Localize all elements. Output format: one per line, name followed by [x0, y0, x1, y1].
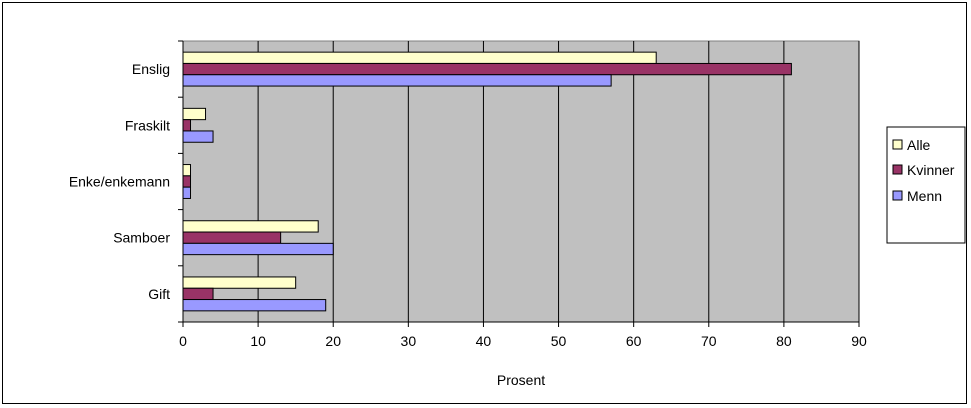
legend-swatch-menn [892, 190, 903, 201]
axes [178, 40, 860, 327]
category-labels: Gift Samboer Enke/enkemann Fraskilt Enslig [69, 61, 171, 302]
bar-alle-samboer [182, 220, 319, 233]
bar-kvinner-fraskilt [182, 119, 192, 132]
bar-kvinner-samboer [182, 231, 282, 244]
gridlines [257, 41, 860, 322]
x-tick-label: 10 [250, 333, 266, 349]
bar-menn-samboer [182, 242, 334, 256]
category-label: Samboer [113, 230, 170, 246]
bar-menn-fraskilt [182, 130, 214, 143]
x-tick-label: 80 [776, 333, 792, 349]
bar-menn-enslig [182, 74, 612, 87]
x-tick-label: 60 [626, 333, 642, 349]
plot-area [182, 40, 860, 323]
legend-label-kvinner: Kvinner [907, 162, 955, 178]
legend-items: Alle Kvinner Menn [892, 137, 955, 204]
bar-alle-gift [182, 276, 297, 289]
x-tick-label: 20 [325, 333, 341, 349]
x-tick-label: 70 [701, 333, 717, 349]
category-label: Enke/enkemann [69, 174, 170, 190]
legend-label-alle: Alle [907, 137, 931, 153]
category-label: Gift [148, 286, 170, 302]
legend: Alle Kvinner Menn [886, 126, 966, 244]
x-tick-labels: 0 10 20 30 40 50 60 70 80 90 [179, 333, 867, 349]
bar-kvinner-enke-enkemann [182, 175, 192, 188]
x-tick-label: 50 [551, 333, 567, 349]
bar-menn-enke-enkemann [182, 186, 192, 199]
x-tick-label: 0 [179, 333, 187, 349]
bars [182, 51, 792, 312]
category-label: Enslig [132, 61, 170, 77]
bar-kvinner-gift [182, 287, 214, 301]
bar-alle-enslig [182, 51, 657, 64]
x-tick-label: 30 [401, 333, 417, 349]
bar-menn-gift [182, 299, 327, 312]
legend-swatch-kvinner [892, 164, 903, 175]
category-label: Fraskilt [125, 117, 170, 133]
x-tick-label: 90 [851, 333, 867, 349]
bar-kvinner-enslig [182, 62, 792, 76]
legend-swatch-alle [892, 139, 903, 150]
legend-label-menn: Menn [907, 188, 942, 204]
bar-alle-enke-enkemann [182, 164, 192, 177]
bar-alle-fraskilt [182, 107, 207, 121]
x-axis-title: Prosent [497, 372, 545, 388]
x-tick-label: 40 [476, 333, 492, 349]
